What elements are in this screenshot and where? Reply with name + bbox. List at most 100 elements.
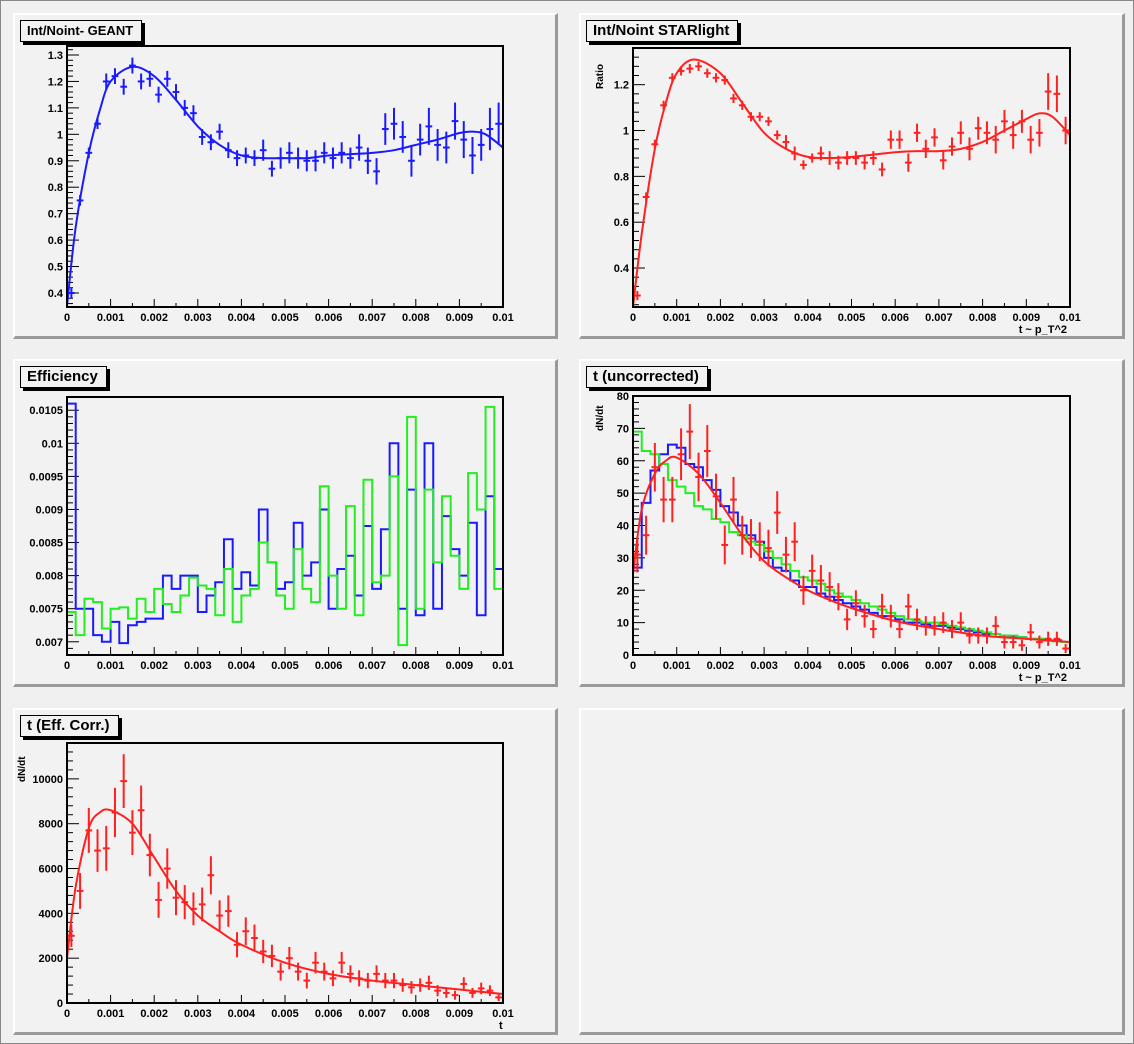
data-point xyxy=(286,946,293,970)
x-tick-label: 0 xyxy=(630,660,636,672)
data-point xyxy=(773,130,781,140)
histogram-efficiency-A xyxy=(66,402,504,655)
chart-t-eff-corr: 0 0.001 0.002 0.003 0.004 0.005 0.006 0.007 0.00… xyxy=(32,742,514,1020)
data-point xyxy=(460,977,468,991)
x-tick-label: 0.006 xyxy=(315,1008,343,1020)
x-tick-label: 0.009 xyxy=(446,1008,474,1020)
chart-title: t (uncorrected) xyxy=(586,366,708,388)
x-tick-label: 0.001 xyxy=(663,312,691,324)
x-axis-title: t xyxy=(499,1020,503,1032)
data-point xyxy=(869,151,877,165)
data-point xyxy=(469,987,476,998)
y-tick-label: 0.0075 xyxy=(29,604,63,616)
data-point xyxy=(120,754,128,808)
x-axis-title: t ~ p_T^2 xyxy=(1018,672,1067,684)
data-point xyxy=(381,113,389,145)
data-point xyxy=(364,147,372,174)
data-point xyxy=(826,572,834,602)
y-tick-label: 0.0095 xyxy=(29,471,63,483)
data-point xyxy=(782,536,790,573)
x-tick-label: 0.004 xyxy=(794,312,822,324)
data-point xyxy=(721,525,729,565)
data-point xyxy=(442,987,450,998)
data-point xyxy=(495,102,502,145)
data-point xyxy=(992,616,1000,636)
plot-frame xyxy=(66,742,504,1004)
data-point xyxy=(338,142,346,164)
data-point xyxy=(992,125,1000,154)
chart-int-noint-geant: 0 0.001 0.002 0.003 0.004 0.005 0.006 0.007 0.00… xyxy=(48,45,514,324)
x-tick-label: 0.005 xyxy=(271,312,299,324)
pad-t-uncorrected[interactable]: 0 0.001 0.002 0.003 0.004 0.005 0.006 0.007 0.00… xyxy=(579,359,1125,687)
data-point xyxy=(390,972,398,989)
x-tick-label: 0.008 xyxy=(969,660,997,672)
data-point xyxy=(852,590,860,617)
y-tick-label: 20 xyxy=(617,585,629,597)
chart-title: Efficiency xyxy=(20,366,107,388)
y-tick-label: 0.009 xyxy=(35,504,63,516)
data-point xyxy=(1027,125,1035,154)
data-point xyxy=(966,627,973,644)
data-point xyxy=(756,522,764,562)
data-point xyxy=(756,112,764,122)
data-point xyxy=(329,147,337,169)
data-point xyxy=(408,981,415,994)
histogram-simulation-B xyxy=(632,430,1071,655)
data-point xyxy=(939,151,947,170)
x-tick-label: 0 xyxy=(64,1008,70,1020)
data-point xyxy=(224,895,232,927)
data-point xyxy=(931,128,938,147)
data-point xyxy=(887,604,895,628)
pad-efficiency[interactable]: 0 0.001 0.002 0.003 0.004 0.005 0.006 0.007 0.00… xyxy=(13,359,558,687)
x-tick-label: 0.01 xyxy=(1059,312,1080,324)
data-point xyxy=(486,985,494,997)
y-tick-label: 0.6 xyxy=(48,235,63,247)
data-point xyxy=(390,107,398,140)
data-point xyxy=(303,972,311,989)
y-tick-label: 4000 xyxy=(39,908,63,920)
data-point xyxy=(922,139,930,159)
data-point xyxy=(817,564,825,597)
data-point xyxy=(904,153,912,172)
pad-int-noint-geant[interactable]: 0 0.001 0.002 0.003 0.004 0.005 0.006 0.007 0.00… xyxy=(13,13,558,339)
fit-curve xyxy=(66,65,504,307)
data-point xyxy=(137,785,145,835)
data-point xyxy=(747,519,755,558)
data-point xyxy=(303,150,311,172)
pad-int-noint-starlight[interactable]: 0 0.001 0.002 0.003 0.004 0.005 0.006 0.007 0.00… xyxy=(579,13,1125,339)
data-point xyxy=(913,123,921,142)
y-tick-label: 0.9 xyxy=(48,156,63,168)
data-point xyxy=(887,130,895,149)
data-point xyxy=(660,476,667,523)
data-point xyxy=(852,151,860,165)
x-tick-label: 0.006 xyxy=(881,312,909,324)
x-tick-label: 0.005 xyxy=(271,1008,299,1020)
data-point xyxy=(207,134,215,151)
y-tick-label: 1.1 xyxy=(48,103,63,115)
data-point xyxy=(703,68,711,78)
data-point xyxy=(155,86,162,103)
x-tick-label: 0.009 xyxy=(446,312,474,324)
data-point xyxy=(695,61,702,71)
pad-t-eff-corr[interactable]: 0 0.001 0.002 0.003 0.004 0.005 0.006 0.007 0.00… xyxy=(13,708,558,1035)
data-point xyxy=(896,620,903,639)
y-tick-label: 60 xyxy=(617,456,629,468)
data-point xyxy=(486,107,494,151)
y-tick-label: 70 xyxy=(617,423,629,435)
data-point xyxy=(233,150,241,167)
data-point xyxy=(835,583,842,611)
data-point xyxy=(198,887,206,922)
histogram-efficiency-B xyxy=(66,405,504,655)
data-point xyxy=(76,873,84,909)
x-tick-label: 0 xyxy=(64,312,70,324)
data-point xyxy=(102,73,110,90)
x-tick-label: 0.004 xyxy=(228,1008,256,1020)
y-tick-label: 1.2 xyxy=(48,76,63,88)
data-point xyxy=(765,529,772,567)
x-tick-label: 0.001 xyxy=(97,660,125,672)
data-point xyxy=(904,593,912,620)
pad-empty[interactable] xyxy=(579,708,1125,1035)
data-point xyxy=(163,70,171,87)
y-tick-label: 0.7 xyxy=(48,209,63,221)
